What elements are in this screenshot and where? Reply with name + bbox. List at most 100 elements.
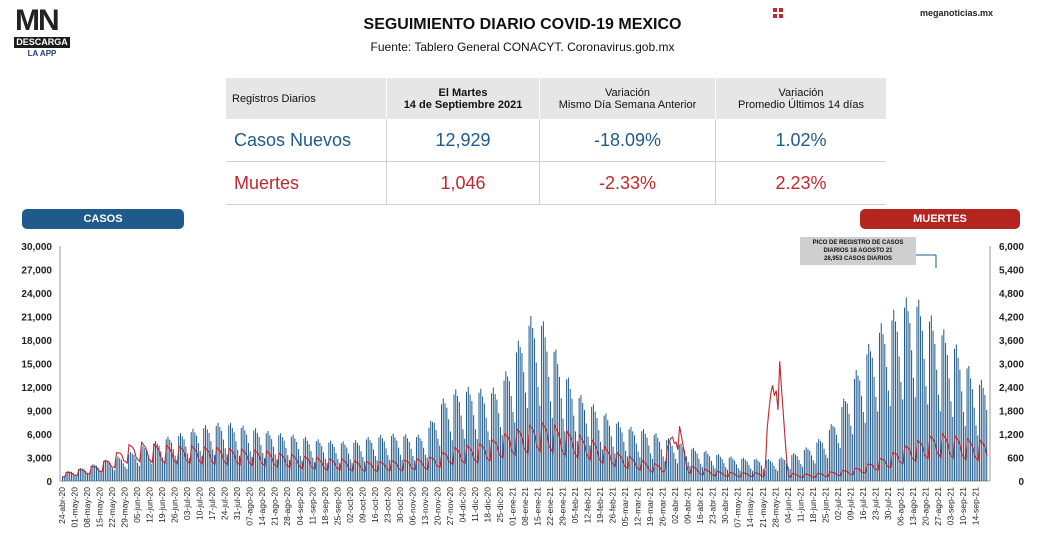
x-tick-label: 26-jun-20 xyxy=(170,487,180,523)
casos-bar xyxy=(408,441,410,481)
x-tick-label: 09-oct-20 xyxy=(357,487,367,523)
casos-bar xyxy=(183,439,185,481)
casos-bar xyxy=(360,451,362,481)
casos-bar xyxy=(296,442,298,481)
casos-bar xyxy=(558,376,560,481)
casos-bar xyxy=(466,391,468,481)
x-tick-label: 18-jun-21 xyxy=(808,487,818,523)
x-tick-label: 20-nov-20 xyxy=(432,487,442,526)
casos-bar xyxy=(407,438,409,481)
casos-bar xyxy=(262,453,264,481)
casos-bar xyxy=(660,449,662,481)
x-tick-label: 29-ene-21 xyxy=(558,487,568,526)
casos-bar xyxy=(882,334,884,481)
casos-bar xyxy=(147,455,149,481)
site-name[interactable]: meganoticias.mx xyxy=(920,8,994,18)
casos-bar xyxy=(821,442,823,481)
right-tick-label: 4,800 xyxy=(999,289,1024,300)
casos-bar xyxy=(154,441,156,481)
casos-bar xyxy=(936,369,938,481)
casos-bar xyxy=(528,325,530,481)
casos-bar xyxy=(199,450,201,481)
casos-bar xyxy=(410,448,412,481)
x-tick-label: 09-abr-21 xyxy=(683,487,693,524)
casos-bar xyxy=(880,323,882,481)
casos-bar xyxy=(773,465,775,481)
logo: MN xyxy=(15,4,60,37)
casos-bar xyxy=(877,411,879,481)
casos-bar xyxy=(70,471,72,481)
right-tick-label: 1,200 xyxy=(999,430,1024,441)
header-date-line2: 14 de Septiembre 2021 xyxy=(403,98,523,111)
casos-bar xyxy=(190,432,192,481)
right-tick-label: 3,600 xyxy=(999,336,1024,347)
casos-bar xyxy=(237,449,239,481)
casos-bar xyxy=(260,445,262,481)
casos-bar xyxy=(780,457,782,481)
x-tick-label: 11-dic-20 xyxy=(470,487,480,522)
x-tick-label: 27-nov-20 xyxy=(445,487,455,526)
casos-bar xyxy=(560,398,562,481)
casos-bar xyxy=(805,447,807,481)
x-tick-label: 23-jul-21 xyxy=(870,487,880,520)
x-tick-label: 15-may-20 xyxy=(95,487,105,528)
x-tick-label: 30-oct-20 xyxy=(395,487,405,523)
right-tick-label: 0 xyxy=(1018,477,1024,488)
casos-bar xyxy=(703,452,705,481)
casos-bar xyxy=(264,458,265,481)
casos-bar xyxy=(959,369,961,481)
casos-bar xyxy=(666,439,668,481)
casos-bar xyxy=(909,323,911,481)
casos-bar xyxy=(108,461,110,481)
casos-bar xyxy=(760,465,762,481)
casos-bar xyxy=(619,427,621,481)
muertes-line xyxy=(62,361,988,479)
casos-bar xyxy=(768,459,770,481)
casos-bar xyxy=(639,457,641,481)
casos-bar xyxy=(192,428,194,481)
casos-bar xyxy=(516,352,518,481)
casos-bar xyxy=(839,447,841,481)
casos-bar xyxy=(807,449,809,481)
casos-bar xyxy=(630,426,632,481)
casos-bar xyxy=(523,372,525,481)
casos-bar xyxy=(74,474,76,481)
casos-bar xyxy=(764,471,766,481)
casos-bar xyxy=(691,449,693,481)
x-tick-label: 16-jul-21 xyxy=(858,487,868,520)
casos-bar xyxy=(954,348,956,481)
casos-bar xyxy=(299,456,301,481)
casos-bar xyxy=(964,426,966,481)
casos-bar xyxy=(331,443,333,481)
x-tick-label: 04-jun-21 xyxy=(783,487,793,523)
x-tick-label: 11-jun-21 xyxy=(795,487,805,523)
casos-bar xyxy=(351,463,353,481)
casos-bar xyxy=(532,327,534,481)
x-tick-label: 02-oct-20 xyxy=(345,487,355,523)
casos-bar xyxy=(905,297,907,481)
casos-bar xyxy=(542,321,544,481)
casos-bar xyxy=(437,438,439,481)
casos-bar xyxy=(734,460,736,481)
casos-bar xyxy=(213,455,215,481)
logo-text: MN xyxy=(15,4,60,37)
casos-bar xyxy=(857,375,859,481)
casos-bar xyxy=(646,437,648,481)
casos-bar xyxy=(221,430,223,481)
casos-bar xyxy=(178,436,180,481)
casos-bar xyxy=(99,470,101,481)
casos-bar xyxy=(344,444,346,481)
casos-bar xyxy=(512,412,514,481)
logo-download-bar[interactable]: DESCARGA xyxy=(14,37,70,48)
x-tick-label: 18-sep-20 xyxy=(320,487,330,526)
casos-bar xyxy=(752,470,754,481)
x-tick-label: 19-mar-21 xyxy=(645,487,655,526)
casos-bar xyxy=(648,445,650,481)
casos-bar xyxy=(693,447,695,481)
x-tick-label: 20-ago-21 xyxy=(920,487,930,526)
casos-bar xyxy=(819,441,821,481)
casos-bar xyxy=(231,427,233,481)
casos-bar xyxy=(319,442,321,481)
casos-bar xyxy=(330,440,332,481)
muertes-var-week: -2.33% xyxy=(539,161,716,205)
